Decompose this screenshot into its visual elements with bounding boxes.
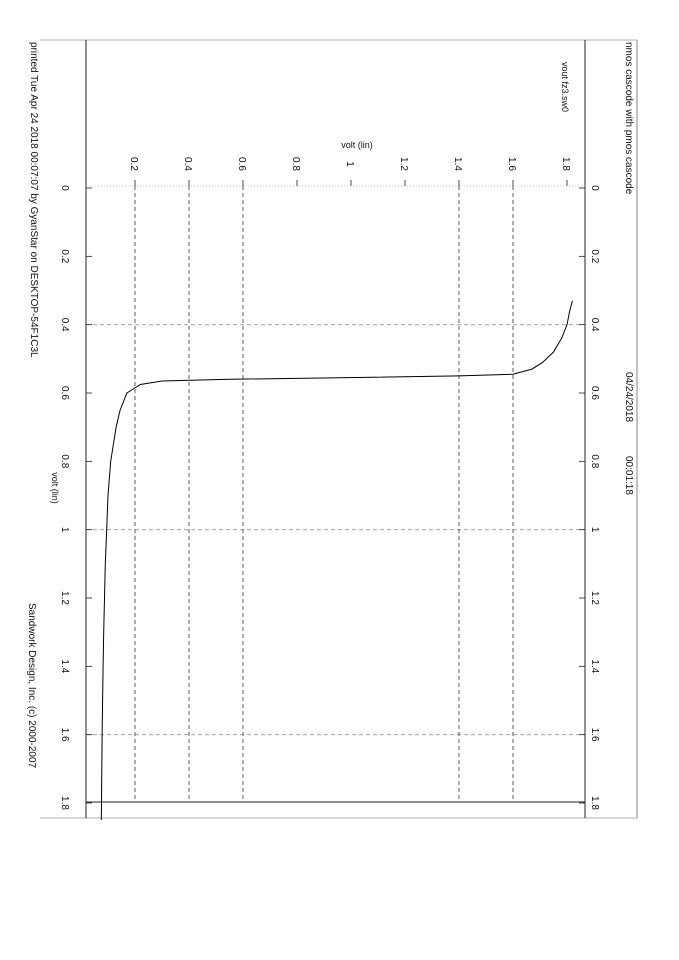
x-tick-label: 1.6 (589, 728, 600, 742)
x-tick-label: 0.2 (589, 249, 600, 263)
y-tick-label: 0.2 (128, 157, 139, 171)
page-frame (40, 39, 638, 819)
legend-series-name: vout fz3.sw0 (560, 62, 570, 112)
y-tick-label: 0.4 (182, 157, 193, 171)
x-tick-label: 1.8 (589, 796, 600, 810)
x-tick-label: 0.8 (59, 454, 70, 468)
y-tick-label: 1.6 (506, 157, 517, 171)
y-tick-label: 1.4 (452, 157, 463, 171)
x-tick-label: 0 (589, 185, 600, 191)
x-tick-label: 1.2 (589, 591, 600, 605)
header-date: 04/24/2018 (623, 372, 634, 422)
x-tick-label: 0.2 (59, 249, 70, 263)
y-gridlines (134, 186, 514, 802)
y-tick-label: 0.8 (290, 157, 301, 171)
y-tick-label: 0.6 (236, 157, 247, 171)
x-tick-label: 1 (59, 527, 70, 533)
x-tick-label: 1.6 (59, 728, 70, 742)
x-tick-label: 1.2 (59, 591, 70, 605)
y-axis-label: volt (lin) (341, 140, 373, 150)
x-tick-label: 0.4 (59, 318, 70, 332)
x-tick-label: 1.4 (589, 659, 600, 673)
x-gridlines (86, 324, 585, 736)
y-tick-label: 1 (344, 161, 355, 167)
header-time: 00:01:18 (623, 456, 634, 495)
x-tick-label: 0.8 (589, 454, 600, 468)
x-axis-label: volt (lin) (50, 472, 60, 504)
x-tick-label: 0 (59, 185, 70, 191)
y-tick-label: 1.8 (560, 157, 571, 171)
series-line-vout (100, 300, 573, 821)
copyright-text: Sandwork Design, Inc. (c) 2000-2007 (26, 603, 37, 769)
x-tick-label: 1.8 (59, 796, 70, 810)
x-ticks: 0 0 0.2 0.2 0.4 0.4 0.6 0.6 0.8 0.8 1 1 1.2 1.2 1.4 1.4… (59, 185, 600, 810)
printed-text: printed Tue Apr 24 2018 00:07:07 by Gyan… (28, 42, 39, 358)
y-ticks: 0.2 0.4 0.6 0.8 1 1.2 1.4 1.6 1.8 (128, 157, 571, 186)
x-tick-label: 1.4 (59, 659, 70, 673)
chart-title: nmos cascode with pmos cascode (623, 42, 634, 195)
x-tick-label: 0.6 (59, 386, 70, 400)
x-tick-label: 0.6 (589, 386, 600, 400)
x-tick-label: 0.4 (589, 318, 600, 332)
series (100, 300, 573, 821)
y-tick-label: 1.2 (398, 157, 409, 171)
x-tick-label: 1 (589, 527, 600, 533)
